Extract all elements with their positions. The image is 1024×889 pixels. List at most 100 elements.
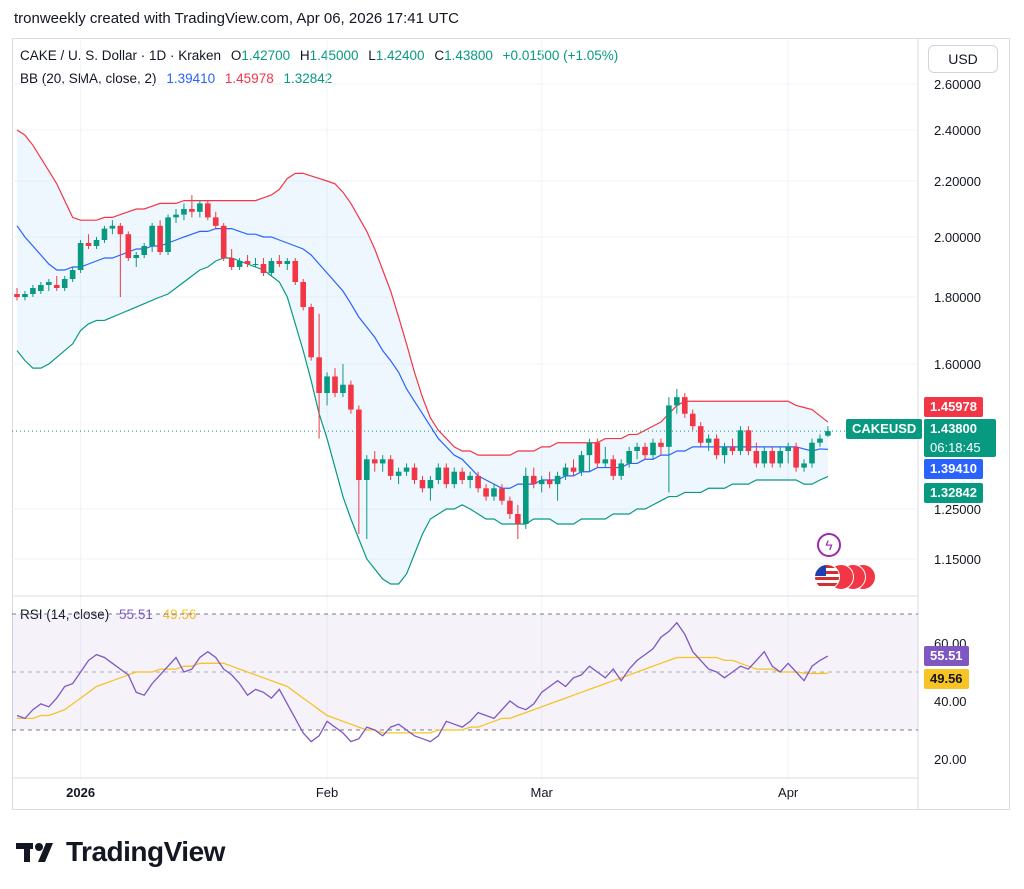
candle-body: [197, 203, 203, 212]
candle-body: [761, 451, 768, 464]
candle-body: [157, 225, 163, 252]
price-tick-label: 1.15000: [934, 552, 981, 567]
candle-body: [61, 279, 68, 288]
bb-lower-line: [16, 257, 829, 585]
candle-body: [618, 463, 624, 476]
candle-body: [252, 264, 259, 265]
candle-body: [809, 442, 815, 464]
candle-body: [427, 480, 434, 489]
rsi-tick-label: 20.00: [934, 752, 967, 767]
candle-body: [22, 294, 28, 297]
candle-body: [387, 459, 394, 476]
candle-body: [205, 203, 211, 218]
price-tick-label: 1.25000: [934, 502, 981, 517]
price-tick-label: 2.00000: [934, 230, 981, 245]
candle-body: [507, 500, 513, 514]
candle-body: [403, 467, 410, 472]
candle-body: [610, 459, 617, 476]
candle-body: [801, 463, 807, 468]
candle-body: [300, 282, 306, 308]
candle-body: [284, 261, 291, 264]
candle-body: [236, 261, 243, 267]
candle-body: [562, 467, 569, 476]
bb-upper-value: 1.45978: [224, 71, 274, 86]
candle-body: [308, 307, 314, 358]
candle-body: [165, 217, 171, 252]
dividends-event-icon[interactable]: ϟ: [817, 533, 841, 557]
date-tick-label: 2026: [66, 785, 95, 800]
candle-body: [586, 442, 593, 456]
candle-body: [364, 459, 370, 480]
candle-body: [729, 446, 736, 451]
candle-body: [268, 261, 275, 273]
tradingview-logo[interactable]: TradingView: [16, 836, 225, 868]
candle-body: [141, 246, 147, 255]
candle-body: [85, 243, 92, 246]
candle-body: [705, 438, 712, 443]
candle-body: [125, 234, 132, 258]
candle-body: [173, 214, 179, 218]
chart-frame: [12, 38, 1010, 810]
rsi-line: [16, 621, 829, 743]
candle-body: [777, 451, 783, 464]
bb-label: BB (20, SMA, close, 2): [20, 71, 157, 86]
candle-body: [491, 488, 497, 497]
candle-body: [459, 471, 465, 480]
candle-body: [642, 446, 648, 456]
economic-events-icon[interactable]: [814, 564, 878, 590]
candle-body: [753, 451, 760, 464]
currency-button[interactable]: USD: [928, 45, 998, 73]
bb-band-fill: [17, 130, 828, 584]
candle-body: [570, 467, 577, 472]
countdown-value: 06:18:45: [930, 440, 981, 455]
candle-body: [220, 225, 227, 258]
rsi-ma-badge: 49.56: [924, 669, 969, 689]
candle-body: [713, 438, 720, 456]
candle-body: [77, 243, 84, 270]
price-pane: 2.60000 2.40000 2.20000 2.00000 1.80000 1.600…: [12, 38, 981, 810]
rsi-ma-value: 49.56: [162, 607, 197, 622]
candle-body: [149, 225, 155, 246]
price-tick-label: 2.40000: [934, 123, 981, 138]
price-tick-label: 1.60000: [934, 357, 981, 372]
candle-body: [316, 357, 322, 393]
bb-upper-badge: 1.45978: [924, 397, 983, 417]
candle-body: [538, 480, 545, 485]
candle-body: [324, 376, 330, 393]
candle-body: [348, 384, 354, 410]
candle-body: [523, 475, 529, 524]
candle-body: [475, 475, 481, 489]
candle-body: [411, 467, 418, 480]
ohlc-high: H1.45000: [299, 48, 359, 63]
candle-body: [594, 442, 601, 464]
candle-body: [228, 258, 235, 267]
candle-body: [546, 480, 553, 485]
candle-body: [745, 430, 752, 451]
candle-body: [721, 446, 728, 456]
candle-body: [689, 413, 696, 427]
candle-body: [38, 285, 44, 291]
candle-body: [793, 446, 799, 468]
bb-legend: BB (20, SMA, close, 2) 1.39410 1.45978 1…: [20, 71, 338, 86]
price-badge: 1.43800 06:18:45: [924, 419, 996, 457]
candle-body: [682, 397, 688, 414]
candle-body: [371, 459, 378, 464]
candle-body: [46, 282, 52, 285]
candle-body: [602, 459, 609, 464]
candle-body: [483, 488, 489, 497]
candle-body: [189, 209, 195, 212]
bb-upper-line: [16, 129, 829, 456]
symbol-title: CAKE / U. S. Dollar · 1D · Kraken: [20, 48, 222, 63]
candle-body: [14, 294, 20, 297]
price-badge-value: 1.43800: [930, 421, 977, 436]
candle-body: [292, 261, 299, 282]
candle-body: [435, 467, 442, 480]
ohlc-low: L1.42400: [368, 48, 425, 63]
brand-name: TradingView: [66, 836, 225, 867]
tradingview-logo-icon: [16, 843, 53, 862]
ohlc-open: O1.42700: [230, 48, 291, 63]
candle-body: [825, 431, 831, 436]
candle-body: [133, 255, 140, 258]
symbol-legend: CAKE / U. S. Dollar · 1D · Kraken O1.427…: [20, 48, 624, 63]
